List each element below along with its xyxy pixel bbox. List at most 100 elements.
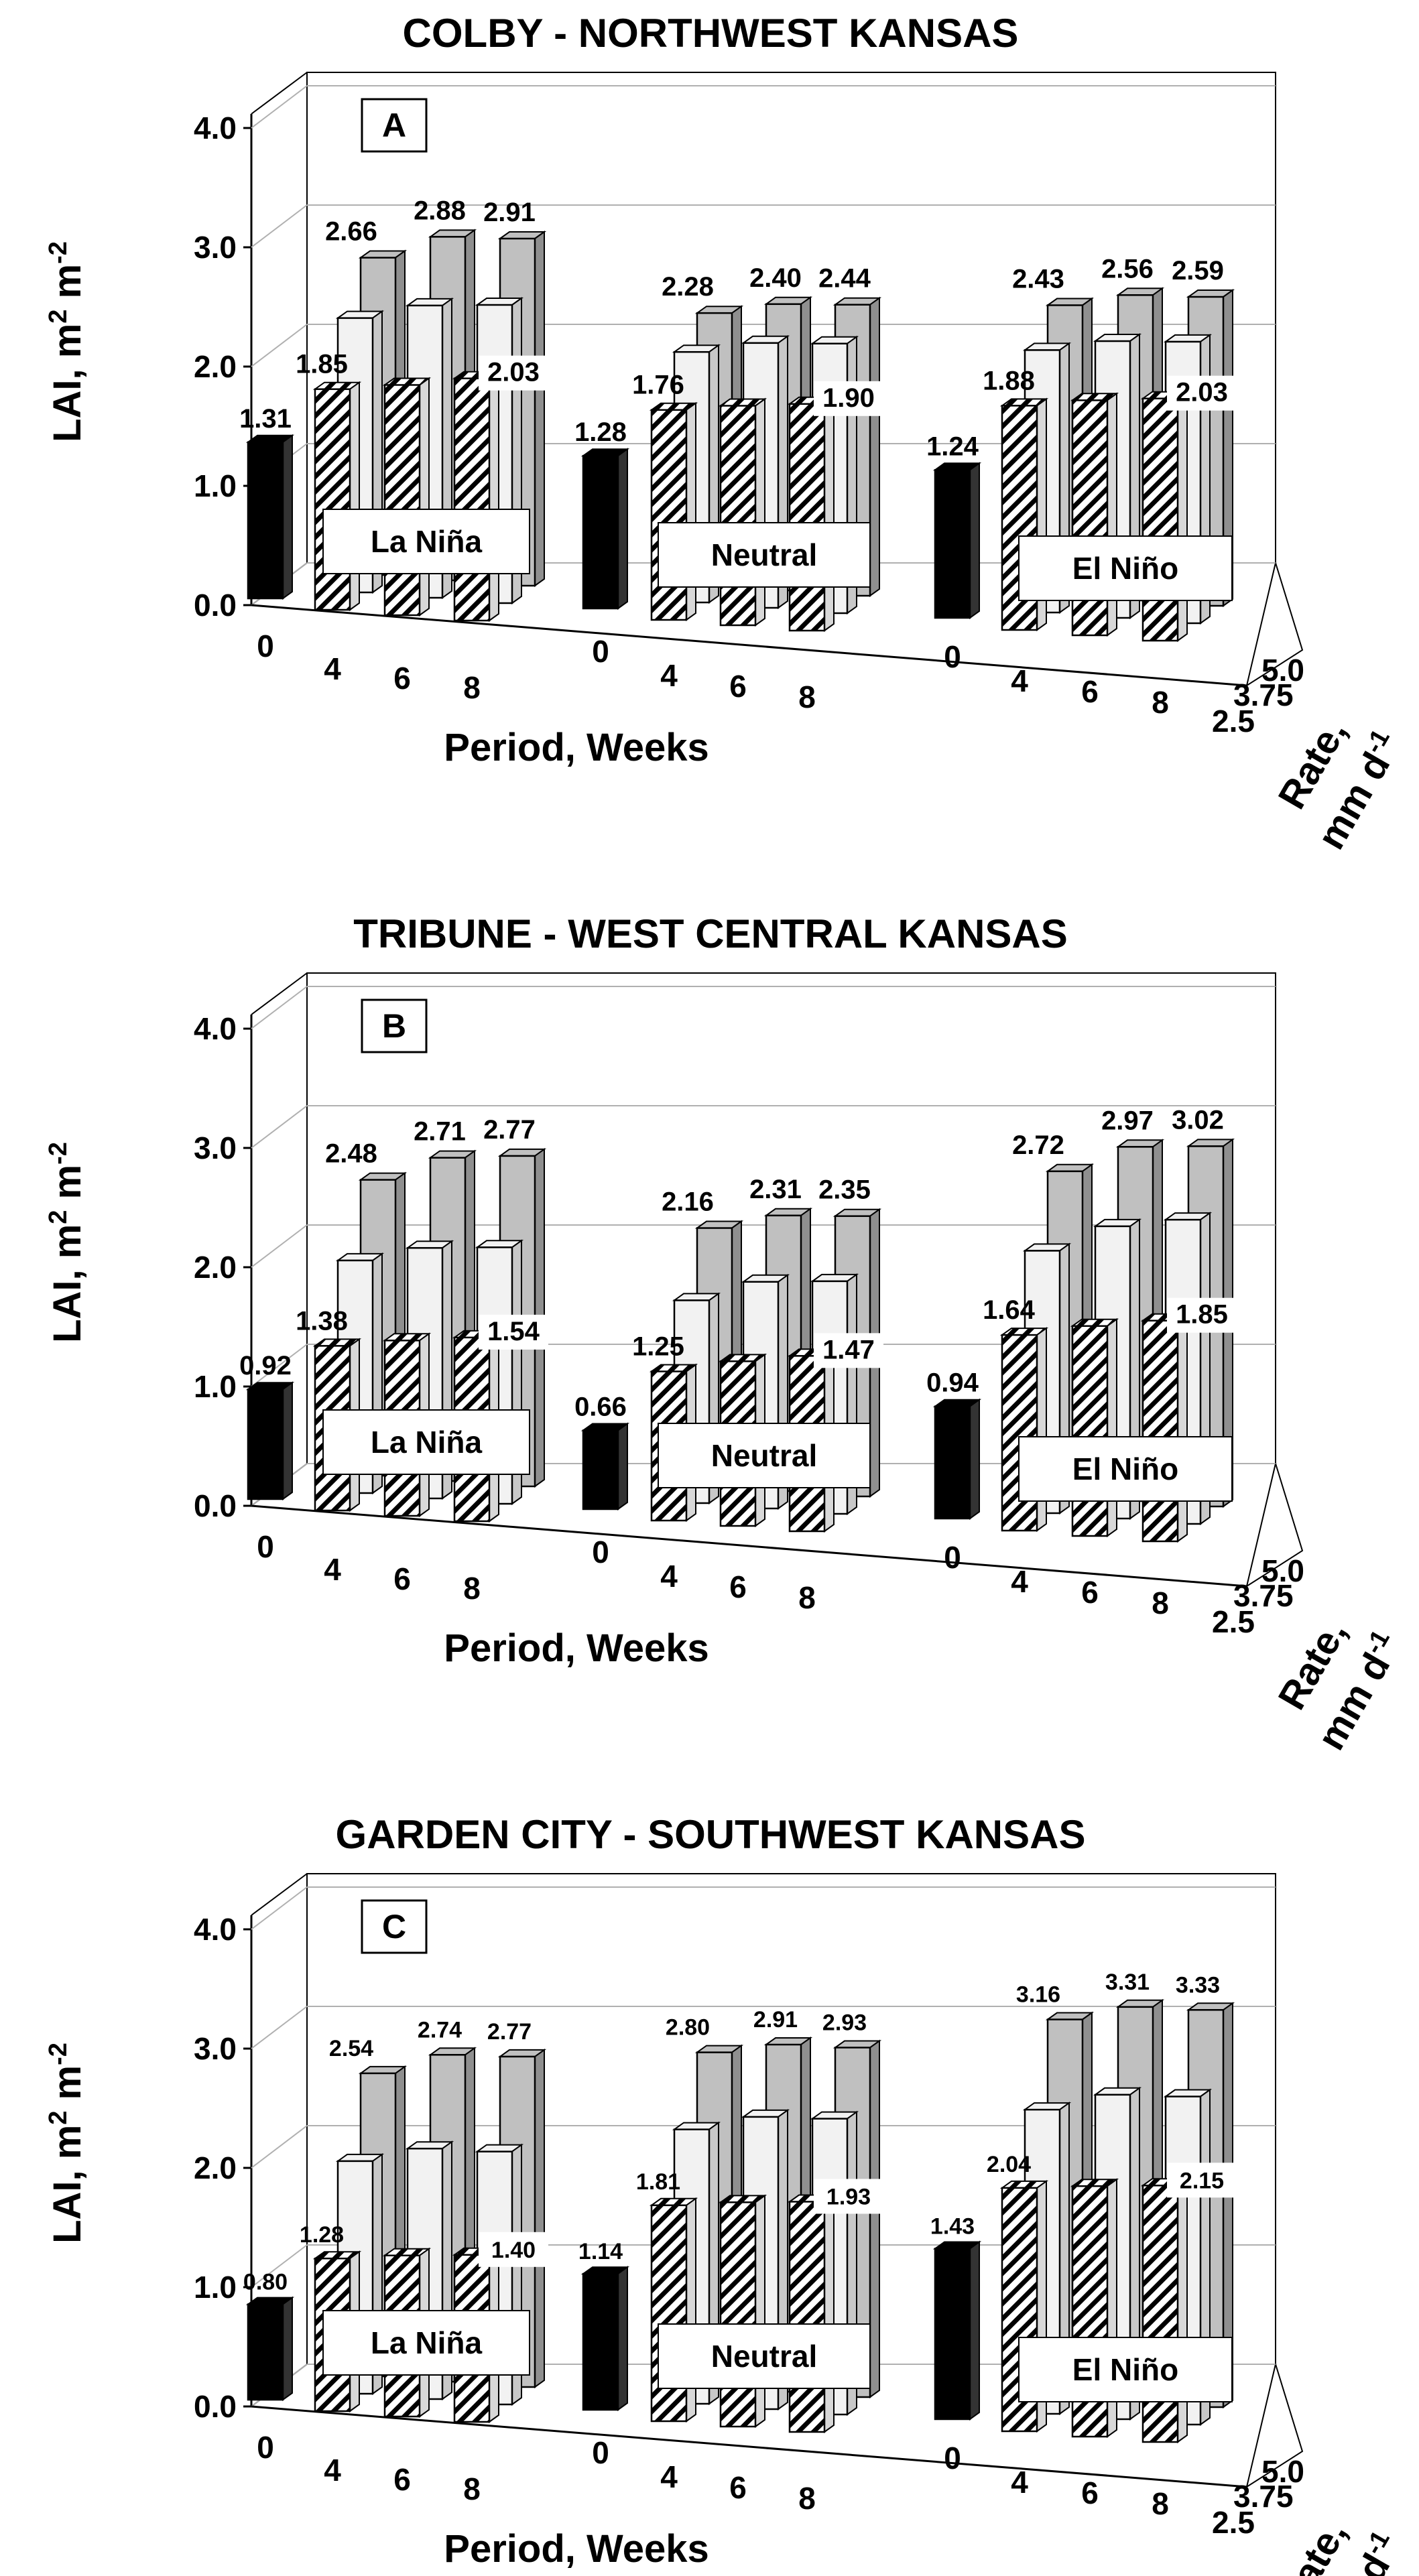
bar-control-period-0-face bbox=[582, 1429, 619, 1510]
bar-control-period-0-face bbox=[582, 2272, 619, 2411]
y-axis-label-sup: 2 bbox=[44, 2111, 72, 2125]
chart-C: GARDEN CITY - SOUTHWEST KANSAS 0.0 1.0 2.0 3… bbox=[44, 1812, 1398, 2576]
value-label: 1.90 bbox=[822, 383, 875, 413]
bar-rate-5.0-period-8-side bbox=[534, 2048, 545, 2388]
value-label: 3.31 bbox=[1105, 1970, 1150, 1995]
bar-control-period-0 bbox=[580, 2266, 630, 2411]
bar-rate-2.5-period-8-face bbox=[788, 2201, 826, 2433]
y-tick-label: 1.0 bbox=[194, 468, 237, 503]
group-name-box bbox=[322, 509, 530, 574]
value-label: 2.28 bbox=[662, 272, 714, 302]
x-tick-label: 4 bbox=[324, 2453, 341, 2488]
rate-tick-label: 5.0 bbox=[1261, 1553, 1304, 1588]
value-label: 2.74 bbox=[418, 2017, 462, 2043]
rate-tick-label: 5.0 bbox=[1261, 653, 1304, 688]
bar-rate-5.0-period-8-side bbox=[869, 2039, 880, 2398]
value-label: 1.38 bbox=[296, 1306, 348, 1336]
value-label: 1.76 bbox=[632, 371, 684, 400]
bar-rate-2.5-period-8 bbox=[452, 370, 501, 622]
bar-control-period-0 bbox=[932, 1398, 982, 1520]
value-label: 1.24 bbox=[926, 432, 979, 461]
side-edge-top bbox=[251, 1873, 308, 1916]
group-name: La Niña bbox=[371, 2325, 483, 2360]
side-edge-top bbox=[251, 72, 308, 115]
value-label: 1.28 bbox=[300, 2222, 344, 2248]
x-tick-label: 0 bbox=[944, 1540, 961, 1575]
x-tick-label: 4 bbox=[660, 1559, 678, 1594]
group-name: La Niña bbox=[371, 524, 483, 559]
bar-control-period-0-face bbox=[247, 2303, 284, 2401]
group-name-box bbox=[1018, 1436, 1233, 1502]
x-tick-label: 0 bbox=[944, 639, 961, 674]
value-label: 2.72 bbox=[1012, 1131, 1064, 1160]
bar-control-period-0-face bbox=[934, 469, 971, 619]
bar-control-period-0-face bbox=[247, 1388, 284, 1500]
bar-control-period-0 bbox=[245, 434, 295, 600]
x-tick-label: 0 bbox=[257, 2430, 274, 2465]
y-axis-label: LAI, m2 m-2 bbox=[44, 241, 89, 442]
y-axis-label-sup: -2 bbox=[44, 2043, 72, 2065]
panel-letter: B bbox=[382, 1007, 406, 1045]
rate-axis-label: Rate, bbox=[1270, 2514, 1355, 2576]
value-label: 2.88 bbox=[414, 196, 466, 225]
x-tick-label: 4 bbox=[660, 2459, 678, 2494]
bar-rate-2.5-period-6 bbox=[718, 2194, 767, 2428]
chart-title: TRIBUNE - WEST CENTRAL KANSAS bbox=[353, 911, 1068, 956]
x-tick-label: 8 bbox=[1152, 685, 1169, 720]
value-label: 1.93 bbox=[826, 2184, 871, 2209]
bar-control-period-0-side bbox=[969, 1398, 980, 1520]
bar-rate-2.5-period-8-face bbox=[788, 403, 826, 632]
bar-rate-2.5-period-8-side bbox=[1177, 2177, 1188, 2443]
value-label: 1.43 bbox=[930, 2213, 975, 2239]
bar-rate-2.5-period-8-face bbox=[453, 377, 491, 622]
bar-control-period-0-side bbox=[282, 2296, 293, 2401]
rate-tick-label: 3.75 bbox=[1233, 2479, 1294, 2514]
value-label-bg bbox=[814, 381, 883, 416]
x-tick-label: 0 bbox=[257, 629, 274, 663]
value-label: 2.03 bbox=[1176, 378, 1228, 407]
x-tick-label: 0 bbox=[944, 2441, 961, 2475]
y-axis-label-text: m bbox=[46, 2065, 89, 2111]
bar-rate-2.5-period-8-face bbox=[1142, 397, 1179, 642]
bar-rate-2.5-period-6-side bbox=[755, 2194, 765, 2428]
value-label-bg bbox=[814, 1333, 883, 1368]
group-0: 0.80 1.28 1.40 2.54 2.74 2.77 La Niña 0 4 6 8 bbox=[243, 2017, 548, 2506]
bar-rate-2.5-period-6 bbox=[382, 377, 432, 617]
bar-rate-2.5-period-4-side bbox=[349, 381, 360, 611]
bar-rate-2.5-period-8-side bbox=[1177, 390, 1188, 642]
x-tick-label: 4 bbox=[1011, 2465, 1028, 2500]
bar-control-period-0-side bbox=[617, 2266, 628, 2411]
x-tick-label: 6 bbox=[393, 1561, 411, 1596]
value-label-bg bbox=[1167, 1297, 1237, 1333]
value-label-bg bbox=[479, 2232, 548, 2267]
chart-B: TRIBUNE - WEST CENTRAL KANSAS 0.0 1.0 2.0 3.… bbox=[44, 911, 1398, 1757]
chart-A: COLBY - NORTHWEST KANSAS 0.0 1.0 2.0 3.0 4.0 A… bbox=[44, 11, 1398, 856]
group-name: El Niño bbox=[1072, 551, 1178, 586]
y-tick-label: 2.0 bbox=[194, 2150, 237, 2185]
y-tick-label: 2.0 bbox=[194, 1250, 237, 1285]
bar-control-period-0-face bbox=[934, 1405, 971, 1520]
value-label: 1.64 bbox=[983, 1295, 1036, 1325]
x-tick-label: 8 bbox=[1152, 1586, 1169, 1620]
y-axis-label-sup: -2 bbox=[44, 1142, 72, 1165]
x-tick-label: 8 bbox=[1152, 2486, 1169, 2521]
value-label: 2.48 bbox=[325, 1139, 377, 1169]
value-label: 2.97 bbox=[1101, 1106, 1154, 1135]
grid-side bbox=[251, 1886, 308, 1930]
x-tick-label: 4 bbox=[1011, 1564, 1028, 1599]
grid-side bbox=[251, 1224, 308, 1268]
x-tick-label: 8 bbox=[798, 1580, 816, 1615]
x-tick-label: 8 bbox=[798, 2481, 816, 2516]
x-tick-label: 4 bbox=[324, 1552, 341, 1587]
bar-control-period-0 bbox=[580, 1422, 630, 1510]
bar-rate-2.5-period-4-face bbox=[314, 388, 351, 611]
value-label-bg bbox=[1167, 2163, 1237, 2198]
value-label: 0.66 bbox=[574, 1393, 627, 1422]
bar-rate-2.5-period-6 bbox=[718, 397, 767, 627]
bar-rate-2.5-period-6-face bbox=[1071, 1325, 1109, 1537]
value-label-bg bbox=[479, 355, 548, 391]
grid-side bbox=[251, 204, 308, 248]
value-label-bg bbox=[1167, 375, 1237, 411]
y-tick-label: 0.0 bbox=[194, 1488, 237, 1523]
bar-rate-2.5-period-8-side bbox=[824, 395, 835, 632]
